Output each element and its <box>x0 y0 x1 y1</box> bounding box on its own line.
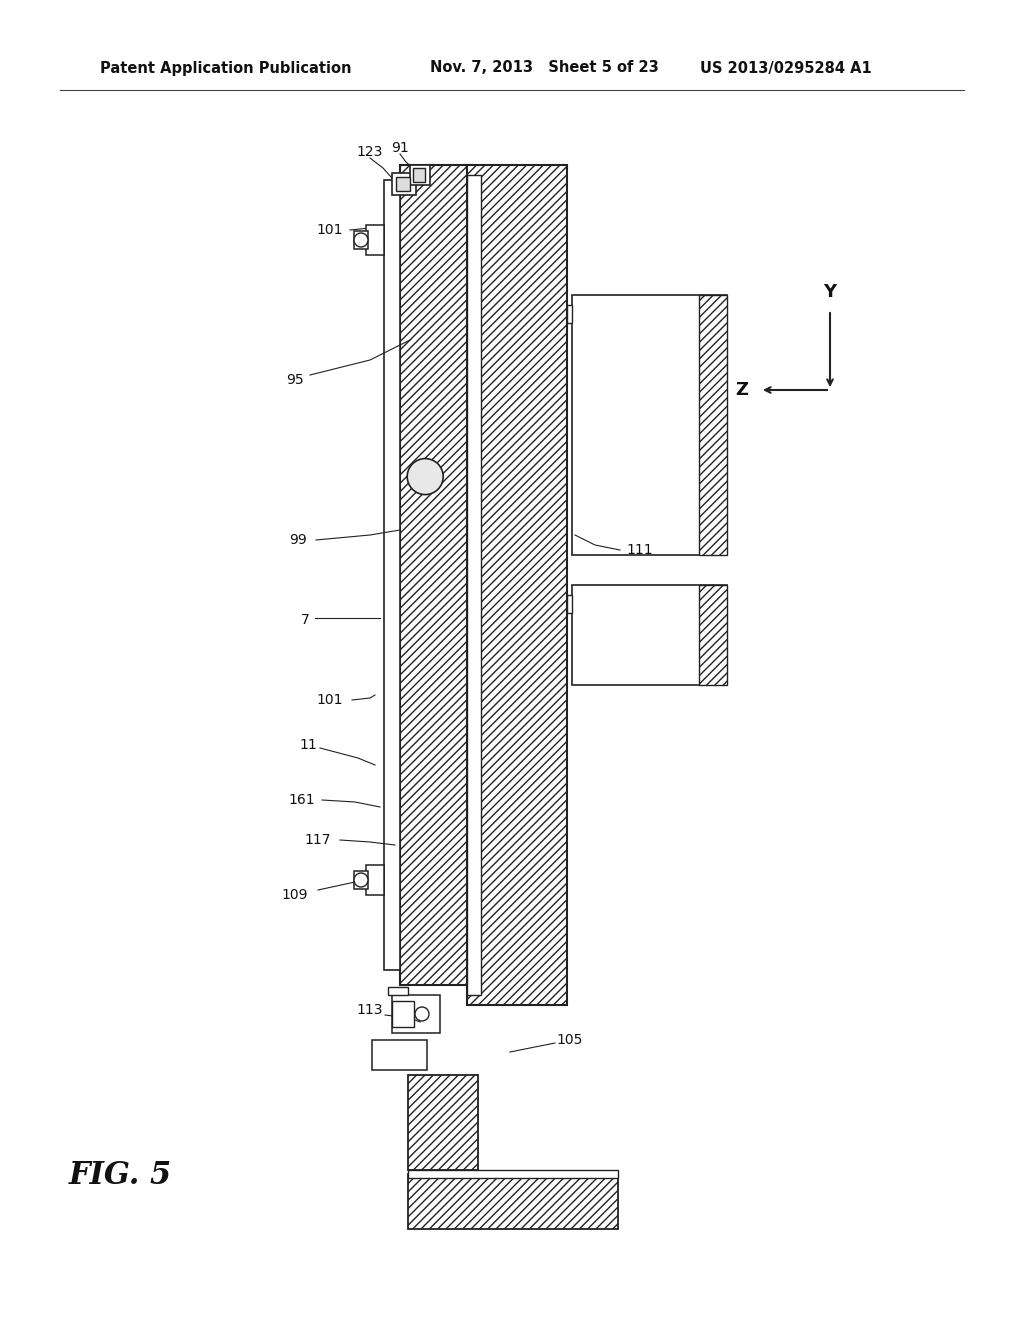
Text: 111: 111 <box>627 543 653 557</box>
Text: 117: 117 <box>305 833 331 847</box>
Bar <box>472 180 484 970</box>
Bar <box>392 1001 414 1027</box>
Bar <box>413 168 425 182</box>
Bar <box>567 305 572 323</box>
Bar <box>354 231 368 249</box>
Bar <box>699 294 727 554</box>
Text: 105: 105 <box>557 1034 584 1047</box>
Text: FIG. 5: FIG. 5 <box>69 1159 172 1191</box>
Circle shape <box>415 1007 429 1020</box>
Text: 113: 113 <box>356 1003 383 1016</box>
Bar <box>408 1074 478 1170</box>
Text: Patent Application Publication: Patent Application Publication <box>100 61 351 75</box>
Circle shape <box>354 873 368 887</box>
Text: 99: 99 <box>289 533 307 546</box>
Text: 101: 101 <box>316 693 343 708</box>
Bar <box>572 294 727 554</box>
Bar <box>467 165 567 1005</box>
Bar <box>467 176 481 995</box>
Bar <box>572 585 727 685</box>
Bar <box>567 595 572 612</box>
Bar <box>354 871 368 888</box>
Text: 123: 123 <box>356 145 383 158</box>
Text: 11: 11 <box>299 738 316 752</box>
Bar <box>410 165 430 185</box>
Bar <box>408 1170 618 1177</box>
Text: Y: Y <box>823 282 837 301</box>
Bar <box>384 180 400 970</box>
Circle shape <box>408 458 443 495</box>
Bar <box>392 995 440 1034</box>
Bar <box>388 987 408 995</box>
Text: Nov. 7, 2013   Sheet 5 of 23: Nov. 7, 2013 Sheet 5 of 23 <box>430 61 658 75</box>
Text: 101: 101 <box>316 223 343 238</box>
Bar <box>400 165 472 985</box>
Bar <box>408 1173 618 1229</box>
Bar <box>392 173 416 195</box>
Text: US 2013/0295284 A1: US 2013/0295284 A1 <box>700 61 871 75</box>
Bar <box>372 1040 427 1071</box>
Text: 109: 109 <box>282 888 308 902</box>
Bar <box>396 177 410 191</box>
Circle shape <box>354 234 368 247</box>
Bar <box>366 865 384 895</box>
Bar <box>699 585 727 685</box>
Text: 95: 95 <box>286 374 304 387</box>
Text: 7: 7 <box>301 612 309 627</box>
Text: 161: 161 <box>289 793 315 807</box>
Text: Z: Z <box>735 381 749 399</box>
Text: 91: 91 <box>391 141 409 154</box>
Bar <box>366 224 384 255</box>
